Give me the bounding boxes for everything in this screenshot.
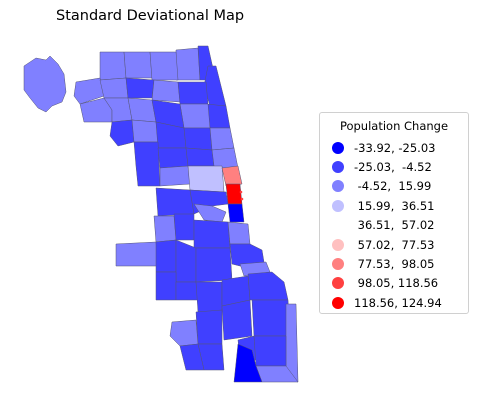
- legend-swatch-icon: [332, 141, 344, 154]
- community-area: [195, 309, 223, 345]
- community-area: [155, 239, 177, 273]
- community-area: [183, 127, 213, 151]
- community-area: [187, 165, 225, 193]
- community-area: [151, 79, 181, 103]
- community-area: [149, 51, 179, 81]
- legend-item-label: 77.53, 98.05: [354, 257, 435, 272]
- legend-item: 98.05, 118.56: [332, 274, 442, 293]
- legend-item: -33.92, -25.03: [332, 138, 442, 157]
- community-area: [153, 215, 177, 243]
- legend-item-label: 36.51, 57.02: [354, 218, 435, 233]
- community-area: [123, 51, 153, 79]
- legend-item-label: -25.03, -4.52: [354, 160, 432, 175]
- legend-item: 57.02, 77.53: [332, 235, 442, 254]
- legend-swatch-icon: [332, 238, 344, 251]
- community-area: [99, 51, 127, 81]
- community-area: [133, 141, 161, 187]
- legend-item: 15.99, 36.51: [332, 196, 442, 215]
- community-area: [195, 247, 233, 283]
- community-area: [251, 299, 291, 337]
- community-area: [209, 127, 235, 151]
- shoreline-marker: [239, 190, 243, 194]
- community-area: [221, 299, 253, 341]
- community-area: [193, 203, 227, 223]
- legend-item: 36.51, 57.02: [332, 216, 442, 235]
- community-area: [175, 239, 197, 283]
- legend-swatch-icon: [332, 277, 344, 290]
- community-area: [155, 271, 177, 301]
- community-area: [73, 77, 105, 105]
- shoreline-marker: [240, 197, 244, 201]
- community-area: [195, 281, 223, 313]
- legend-item: -25.03, -4.52: [332, 157, 442, 176]
- community-area: [179, 343, 205, 371]
- legend-title: Population Change: [339, 119, 449, 133]
- legend-items: -33.92, -25.03 -25.03, -4.52 -4.52, 15.9…: [332, 138, 442, 313]
- community-area: [247, 271, 289, 301]
- community-area: [179, 103, 211, 129]
- legend-item-label: 118.56, 124.94: [354, 295, 442, 310]
- community-area: [225, 183, 243, 205]
- community-area: [173, 213, 195, 241]
- community-area: [115, 241, 159, 267]
- legend-item: 77.53, 98.05: [332, 254, 442, 273]
- community-area: [131, 119, 159, 143]
- community-area: [211, 147, 239, 169]
- community-area: [175, 47, 201, 81]
- community-area: [227, 221, 251, 245]
- legend-item-label: -4.52, 15.99: [354, 179, 432, 194]
- legend-item: -4.52, 15.99: [332, 177, 442, 196]
- legend-swatch-icon: [332, 258, 344, 271]
- community-area: [127, 97, 157, 123]
- community-area: [185, 147, 215, 167]
- legend-item-label: 57.02, 77.53: [354, 237, 435, 252]
- legend-swatch-icon: [332, 180, 344, 193]
- legend-swatch-icon: [332, 219, 344, 232]
- community-area: [99, 77, 129, 99]
- map-title: Standard Deviational Map: [56, 8, 245, 24]
- community-area: [193, 219, 231, 249]
- legend-swatch-icon: [332, 199, 344, 212]
- community-area: [125, 77, 155, 99]
- community-area: [157, 147, 189, 169]
- community-area: [175, 281, 199, 301]
- community-area: [253, 335, 287, 367]
- community-area: [159, 165, 191, 187]
- community-area: [109, 119, 135, 147]
- community-area: [227, 203, 245, 223]
- map-legend: Population Change -33.92, -25.03 -25.03,…: [319, 112, 469, 314]
- community-area: [221, 165, 243, 187]
- community-area: [155, 187, 195, 217]
- community-area: [233, 343, 263, 383]
- legend-item-label: 98.05, 118.56: [354, 276, 439, 291]
- legend-item: 118.56, 124.94: [332, 293, 442, 312]
- legend-item-label: -33.92, -25.03: [354, 140, 436, 155]
- community-area: [23, 55, 67, 113]
- legend-swatch-icon: [332, 296, 344, 309]
- legend-swatch-icon: [332, 161, 344, 174]
- legend-item-label: 15.99, 36.51: [354, 198, 435, 213]
- community-area: [169, 319, 199, 347]
- community-area: [177, 81, 209, 105]
